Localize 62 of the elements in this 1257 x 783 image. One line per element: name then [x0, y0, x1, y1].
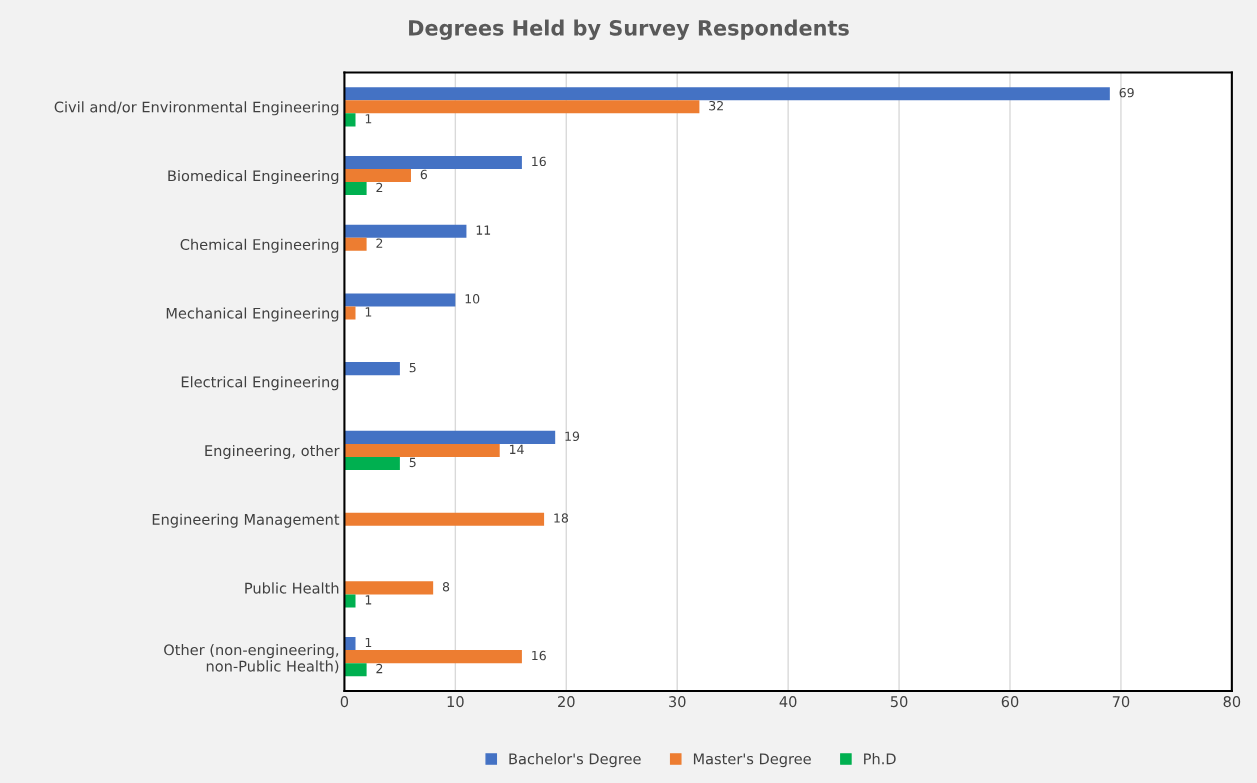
- bar: [344, 155, 522, 169]
- x-tick-label: 40: [779, 696, 797, 708]
- data-label: 16: [532, 650, 546, 661]
- data-label: 16: [532, 156, 546, 167]
- y-tick-label: Electrical Engineering: [181, 376, 339, 391]
- data-label: 6: [420, 169, 428, 180]
- x-tick-label: 30: [669, 696, 686, 708]
- data-label: 11: [476, 225, 491, 235]
- bar: [344, 430, 556, 444]
- y-tick-label: Civil and/or Environmental Engineering: [54, 101, 339, 116]
- x-tick-label: 50: [890, 696, 908, 708]
- data-label: 2: [376, 663, 383, 674]
- legend-label: Bachelor's Degree: [509, 753, 641, 768]
- bar: [344, 168, 411, 183]
- data-label: 1: [365, 114, 372, 124]
- data-label: 1: [365, 595, 372, 605]
- bar: [344, 650, 522, 664]
- bar: [344, 456, 400, 471]
- data-label: 32: [709, 100, 723, 111]
- data-label: 69: [1119, 87, 1134, 98]
- x-tick-label: 10: [447, 696, 464, 708]
- y-tick-label: Biomedical Engineering: [168, 169, 339, 185]
- bar: [344, 100, 700, 114]
- data-label: 1: [365, 637, 372, 648]
- data-label: 18: [554, 513, 569, 523]
- y-tick-label: Other (non-engineering, non-Public Health): [164, 644, 339, 674]
- bar: [344, 443, 500, 457]
- x-tick-label: 0: [340, 696, 349, 708]
- legend-label: Ph.D: [864, 753, 896, 765]
- data-label: 10: [465, 294, 480, 304]
- data-label: 8: [442, 582, 450, 592]
- bar: [344, 594, 356, 608]
- bar: [344, 293, 456, 307]
- y-tick-label: Mechanical Engineering: [166, 307, 339, 322]
- bar: [344, 362, 400, 376]
- bar: [344, 224, 467, 238]
- bar: [344, 87, 1110, 101]
- bar: [344, 237, 367, 251]
- x-tick-label: 20: [558, 696, 575, 708]
- data-label: 5: [409, 457, 416, 468]
- bar: [344, 581, 434, 595]
- chart-title: Degrees Held by Survey Respondents: [409, 19, 849, 40]
- data-label: 19: [565, 431, 580, 442]
- data-label: 2: [376, 182, 383, 193]
- x-tick-label: 80: [1223, 696, 1241, 708]
- y-tick-label: Public Health: [245, 582, 339, 594]
- y-tick-label: Engineering, other: [205, 444, 340, 460]
- data-label: 2: [376, 238, 383, 248]
- bar: [344, 512, 545, 526]
- data-label: 5: [409, 362, 416, 373]
- y-tick-label: Chemical Engineering: [180, 238, 339, 253]
- y-tick-label: Engineering Management: [152, 513, 340, 528]
- bar: [344, 663, 367, 677]
- x-tick-label: 60: [1001, 696, 1019, 708]
- bar: [344, 113, 356, 127]
- x-tick-label: 70: [1112, 696, 1130, 708]
- legend-label: Master's Degree: [693, 753, 811, 768]
- data-label: 1: [365, 307, 372, 317]
- bar: [344, 306, 356, 320]
- bar: [344, 182, 367, 196]
- bar: [344, 637, 356, 651]
- data-label: 14: [509, 444, 524, 454]
